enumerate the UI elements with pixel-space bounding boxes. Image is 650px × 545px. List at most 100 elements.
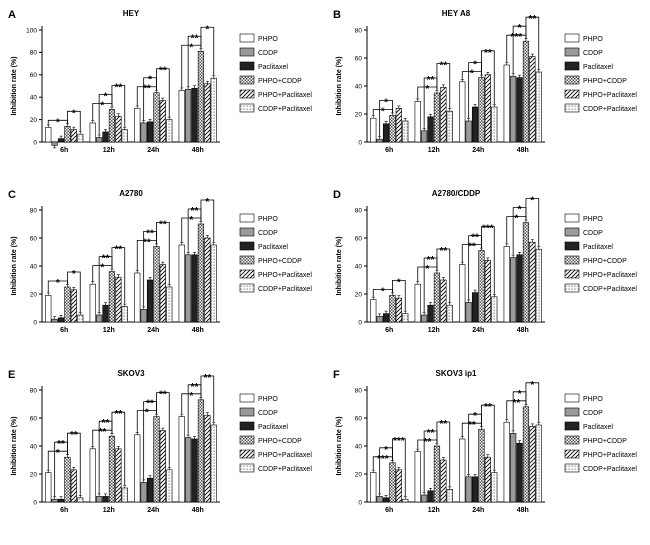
bar	[57, 498, 65, 503]
legend-label: CDDP	[258, 230, 278, 237]
legend-label: Paclitaxel	[258, 64, 288, 71]
y-tick-label: 0	[33, 139, 37, 146]
significance-label: *	[56, 448, 60, 459]
legend-label: PHPO	[258, 396, 278, 403]
significance-label: **	[468, 242, 476, 253]
significance-label: **	[512, 398, 520, 409]
bar	[382, 313, 390, 323]
significance-bracket	[392, 438, 406, 497]
bar	[204, 83, 211, 143]
y-tick-label: 60	[30, 72, 38, 79]
legend-swatch	[564, 103, 580, 113]
significance-label: *	[425, 264, 429, 275]
legend-swatch	[564, 269, 580, 279]
significance-label: *	[189, 391, 193, 402]
bar	[64, 456, 71, 503]
y-tick-label: 0	[358, 319, 362, 326]
bar	[108, 435, 116, 503]
bar	[159, 100, 166, 143]
bar	[185, 254, 192, 323]
y-tick-label: 0	[33, 319, 37, 326]
bar	[421, 314, 428, 323]
bar	[115, 276, 122, 323]
significance-bracket	[481, 226, 495, 294]
legend-swatch	[564, 463, 580, 473]
legend-swatch	[564, 421, 580, 431]
significance-bracket	[525, 16, 540, 69]
y-tick-label: 60	[355, 415, 363, 422]
bar	[433, 445, 441, 503]
bar	[45, 127, 52, 143]
legend-swatch	[239, 449, 255, 459]
x-tick-label: 12h	[103, 507, 115, 514]
significance-label: **	[468, 420, 476, 431]
legend-swatch	[239, 421, 255, 431]
panel-letter: C	[8, 189, 16, 201]
bar	[70, 469, 77, 503]
significance-bracket	[156, 392, 170, 467]
legend-swatch	[239, 269, 255, 279]
significance-label: **	[70, 430, 78, 441]
bar	[89, 448, 96, 503]
bar	[115, 115, 122, 143]
bar	[51, 141, 58, 146]
bar	[64, 286, 71, 323]
bar	[96, 137, 103, 143]
bar	[402, 120, 409, 143]
y-tick-label: 20	[355, 471, 363, 478]
bar	[522, 222, 530, 323]
significance-label: *	[56, 278, 60, 289]
legend-label: PHPO	[583, 216, 603, 223]
y-tick-label: 80	[355, 27, 363, 34]
significance-label: **	[143, 237, 151, 248]
bar	[465, 302, 472, 323]
bar	[433, 92, 441, 143]
significance-label: **	[203, 373, 211, 384]
significance-label: **	[114, 245, 122, 256]
y-axis-label: Inhibition rate (%)	[11, 236, 18, 295]
bar	[510, 433, 517, 503]
legend-swatch	[239, 89, 255, 99]
significance-bracket	[200, 26, 215, 76]
bar	[197, 223, 205, 323]
bar	[140, 309, 147, 323]
bar	[395, 469, 402, 503]
bar	[140, 122, 147, 143]
bar	[529, 241, 536, 323]
bar	[471, 292, 479, 323]
bar	[89, 283, 96, 323]
bar	[108, 109, 116, 143]
legend-label: CDDP+Paclitaxel	[258, 466, 312, 473]
bar	[102, 131, 109, 143]
legend-label: PHPO+Paclitaxel	[583, 452, 637, 459]
legend-label: PHPO	[258, 36, 278, 43]
x-tick-label: 24h	[472, 327, 484, 334]
bar	[484, 260, 491, 323]
bar	[503, 246, 510, 323]
bar	[89, 122, 96, 143]
bar	[45, 472, 52, 503]
y-tick-label: 40	[355, 443, 363, 450]
bar	[478, 250, 485, 323]
bar	[70, 129, 77, 143]
bar	[491, 106, 498, 143]
y-tick-label: 40	[30, 443, 38, 450]
bar	[535, 248, 542, 323]
bar	[491, 296, 498, 323]
bar	[134, 272, 141, 323]
y-tick-label: 40	[355, 263, 363, 270]
bar	[166, 286, 173, 323]
bar	[197, 50, 205, 143]
bar	[159, 430, 166, 503]
bar	[395, 297, 402, 323]
y-tick-label: 100	[26, 27, 37, 34]
significance-label: **	[191, 382, 199, 393]
legend-label: CDDP+Paclitaxel	[583, 106, 637, 113]
significance-bracket	[67, 271, 81, 312]
legend-label: PHPO+CDDP	[258, 78, 302, 85]
legend-swatch	[564, 241, 580, 251]
legend-label: Paclitaxel	[583, 424, 613, 431]
bar	[427, 304, 434, 323]
panel-title: SKOV3 ip1	[436, 369, 477, 378]
y-tick-label: 0	[358, 499, 362, 506]
